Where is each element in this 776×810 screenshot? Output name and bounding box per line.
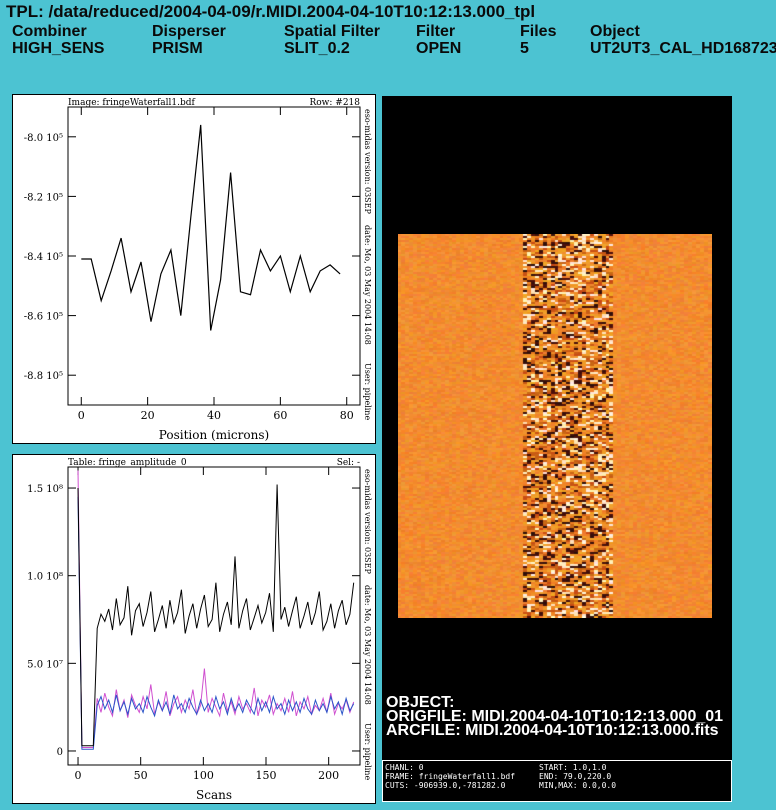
midas-version-text: eso-midas version: 03SEP [363, 109, 372, 214]
fringe-series [81, 124, 341, 331]
y-tick-label: 5.0 10⁷ [27, 659, 63, 670]
amplitude-series-blue-line [77, 496, 355, 750]
amplitude-series [77, 470, 355, 750]
x-tick-label: 100 [193, 769, 214, 782]
date-text: date: Mo, 03 May 2004 14:08 [363, 225, 372, 345]
combiner-field: Combiner HIGH_SENS [12, 23, 104, 57]
template-path-title: TPL: /data/reduced/2004-04-09/r.MIDI.200… [6, 2, 536, 21]
fringe-intensity-line [81, 124, 341, 331]
fringe-amplitude-chart: Table: fringe_amplitude_0 Sel: - Scans e… [27, 458, 372, 802]
frame-text: FRAME: fringeWaterfall1.bdf [385, 772, 516, 781]
files-value: 5 [520, 40, 529, 57]
disperser-field: Disperser PRISM [152, 23, 226, 57]
x-tick-labels: 0 50 100 150 200 [75, 769, 340, 782]
x-tick-label: 200 [318, 769, 339, 782]
row-label: Row: #218 [309, 98, 360, 108]
tick-marks [68, 467, 360, 765]
image-display-panel: OBJECT: ORIGFILE: MIDI.2004-04-10T10:12:… [382, 96, 732, 761]
origfile-line: ORIGFILE: MIDI.2004-04-10T10:12:13.000_0… [386, 708, 724, 725]
object-field: Object UT2UT3_CAL_HD168723 [590, 23, 776, 57]
disperser-label: Disperser [152, 23, 226, 40]
end-text: END: 79.0,220.0 [539, 772, 612, 781]
files-label: Files [520, 23, 557, 40]
y-tick-label: -8.6 10⁵ [24, 312, 63, 323]
filter-field: Filter OPEN [416, 23, 461, 57]
side-annotations: eso-midas version: 03SEP date: Mo, 03 Ma… [363, 109, 372, 420]
object-label: Object [590, 23, 640, 40]
arcfile-line: ARCFILE: MIDI.2004-04-10T10:12:13.000.fi… [386, 722, 719, 739]
filter-label: Filter [416, 23, 456, 40]
filter-value: OPEN [416, 40, 462, 57]
combiner-label: Combiner [12, 23, 87, 40]
y-tick-label: -8.4 10⁵ [24, 252, 63, 263]
fringe-position-chart: Image: fringeWaterfall1.bdf Row: #218 Po… [24, 98, 372, 442]
object-line: OBJECT: [386, 694, 455, 711]
files-field: Files 5 [520, 23, 556, 57]
y-tick-labels: -8.0 10⁵ -8.2 10⁵ -8.4 10⁵ -8.6 10⁵ -8.8 10⁵ [24, 133, 63, 382]
chanl-text: CHANL: 0 [385, 763, 424, 772]
x-axis-label: Scans [196, 788, 232, 802]
y-tick-label: 1.0 10⁸ [27, 572, 63, 583]
fringe-waterfall-image[interactable] [398, 234, 712, 618]
x-tick-label: 40 [207, 409, 221, 422]
user-text: User: pipeline [363, 363, 372, 420]
spatial-filter-field: Spatial Filter SLIT_0.2 [284, 23, 380, 57]
x-axis-label: Position (microns) [159, 428, 269, 442]
amplitude-series-black-line [77, 484, 355, 747]
fringe-position-plot-panel: Image: fringeWaterfall1.bdf Row: #218 Po… [12, 94, 376, 444]
minmax-text: MIN,MAX: 0.0,0.0 [539, 781, 617, 790]
x-tick-labels: 0 20 40 60 80 [78, 409, 354, 422]
plot-frame [67, 106, 361, 406]
y-tick-labels: 1.5 10⁸ 1.0 10⁸ 5.0 10⁷ 0 [27, 484, 63, 758]
spatial-filter-value: SLIT_0.2 [284, 40, 350, 57]
plot-frame [67, 466, 361, 766]
image-label: Image: fringeWaterfall1.bdf [68, 98, 195, 108]
x-tick-label: 20 [141, 409, 155, 422]
x-tick-label: 150 [256, 769, 277, 782]
x-tick-label: 80 [340, 409, 354, 422]
cuts-text: CUTS: -906939.0,-781282.0 [385, 781, 506, 790]
start-text: START: 1.0,1.0 [539, 763, 607, 772]
y-tick-label: 1.5 10⁸ [27, 484, 63, 495]
side-annotations: eso-midas version: 03SEP date: Mo, 03 Ma… [363, 469, 372, 780]
date-text: date: Mo, 03 May 2004 14:08 [363, 585, 372, 705]
table-label: Table: fringe_amplitude_0 [68, 458, 187, 468]
y-tick-label: -8.2 10⁵ [24, 192, 63, 203]
display-status-bar: CHANL: 0 FRAME: fringeWaterfall1.bdf CUT… [382, 760, 732, 802]
midas-version-text: eso-midas version: 03SEP [363, 469, 372, 574]
combiner-value: HIGH_SENS [12, 40, 105, 57]
x-tick-label: 0 [78, 409, 85, 422]
x-tick-label: 60 [273, 409, 287, 422]
x-tick-label: 0 [75, 769, 82, 782]
sel-label: Sel: - [337, 458, 360, 468]
object-value: UT2UT3_CAL_HD168723 [590, 40, 776, 57]
fringe-amplitude-plot-panel: Table: fringe_amplitude_0 Sel: - Scans e… [12, 454, 376, 804]
y-tick-label: -8.8 10⁵ [24, 371, 63, 382]
y-tick-label: 0 [57, 747, 63, 758]
x-tick-label: 50 [134, 769, 148, 782]
y-tick-label: -8.0 10⁵ [24, 133, 63, 144]
spatial-filter-label: Spatial Filter [284, 23, 381, 40]
user-text: User: pipeline [363, 723, 372, 780]
disperser-value: PRISM [152, 40, 203, 57]
tick-marks [68, 107, 360, 405]
amplitude-series-magenta-line [77, 470, 355, 748]
